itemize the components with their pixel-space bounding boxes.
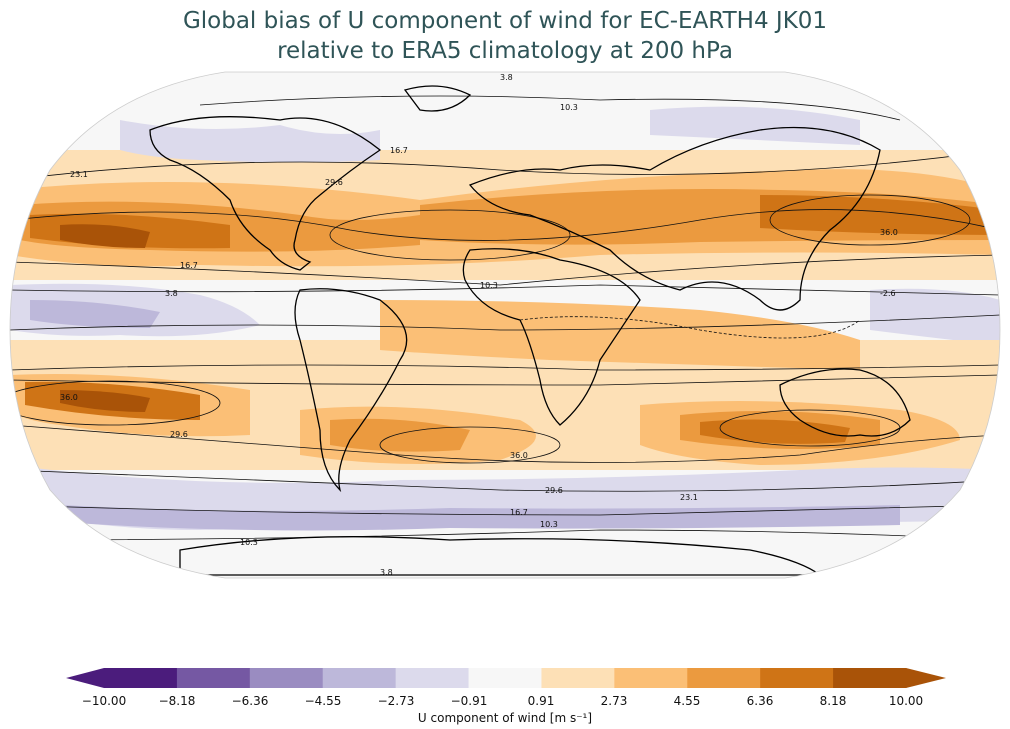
colorbar-tick: 8.18 [819,694,847,708]
contour-label: 16.7 [390,146,408,155]
north-america-outline [149,116,382,271]
antarctica-outline [179,536,822,576]
colorbar-cell [468,668,542,688]
south-america-outline [294,288,408,493]
map-frame [9,71,1001,579]
contour-label: 16.7 [180,261,198,270]
contour-label: 36.0 [880,228,898,237]
contour-label: 29.6 [545,486,563,495]
eurasia-outline [468,126,881,311]
contour-label: 29.6 [170,430,188,439]
contour-label: 23.1 [70,170,88,179]
colorbar-cell [687,668,761,688]
colorbar-tick: −8.18 [158,694,196,708]
contour-label: 3.8 [165,289,178,298]
contour-label: 10.3 [480,281,498,290]
australia-outline [779,368,911,437]
contour-label: 3.8 [500,73,513,82]
colorbar-extend-max [906,668,946,688]
title-line-2: relative to ERA5 climatology at 200 hPa [277,38,733,64]
contour-label: 10.3 [540,520,558,529]
colorbar-tick: −0.91 [450,694,488,708]
colorbar-cell [176,668,251,688]
colorbar-cell [541,668,615,688]
map-title: Global bias of U component of wind for E… [0,6,1010,66]
contour-label: -2.6 [880,289,896,298]
colorbar-tick: 0.91 [527,694,555,708]
colorbar-tick: −2.73 [377,694,415,708]
colorbar-cell [760,668,834,688]
contour-label: 16.7 [510,508,528,517]
greenland-outline [403,85,472,112]
colorbar-cell [614,668,688,688]
colorbar-tick: 10.00 [888,694,924,708]
colorbar-tick: 2.73 [600,694,628,708]
contour-labels: 3.8 10.3 16.7 23.1 29.6 36.0 -2.6 16.7 1… [60,73,898,577]
contour-label: 36.0 [510,451,528,460]
colorbar-tick: 4.55 [673,694,701,708]
colorbar-cell [833,668,907,688]
colorbar-tick: −4.55 [304,694,342,708]
contour-label: 23.1 [680,493,698,502]
colorbar-cell [104,668,178,688]
colorbar-cell [249,668,324,688]
colorbar-tick: 6.36 [746,694,774,708]
colorbar-tick: −6.36 [231,694,269,708]
title-line-1: Global bias of U component of wind for E… [182,8,828,34]
colorbar-tick: −10.00 [81,694,127,708]
colorbar-label: U component of wind [m s⁻¹] [417,711,593,725]
colorbar-cell [322,668,397,688]
contour-label: 10.3 [240,538,258,547]
climatology-contours [10,95,1000,541]
bias-field [10,72,1000,578]
colorbar-cell [395,668,470,688]
contour-label: 36.0 [60,393,78,402]
colorbar-extend-min [66,668,104,688]
contour-label: 29.6 [325,178,343,187]
contour-label: 3.8 [380,568,393,577]
contour-label: 10.3 [560,103,578,112]
coastlines [149,85,911,576]
africa-outline [462,248,641,426]
colorbar [66,668,946,688]
